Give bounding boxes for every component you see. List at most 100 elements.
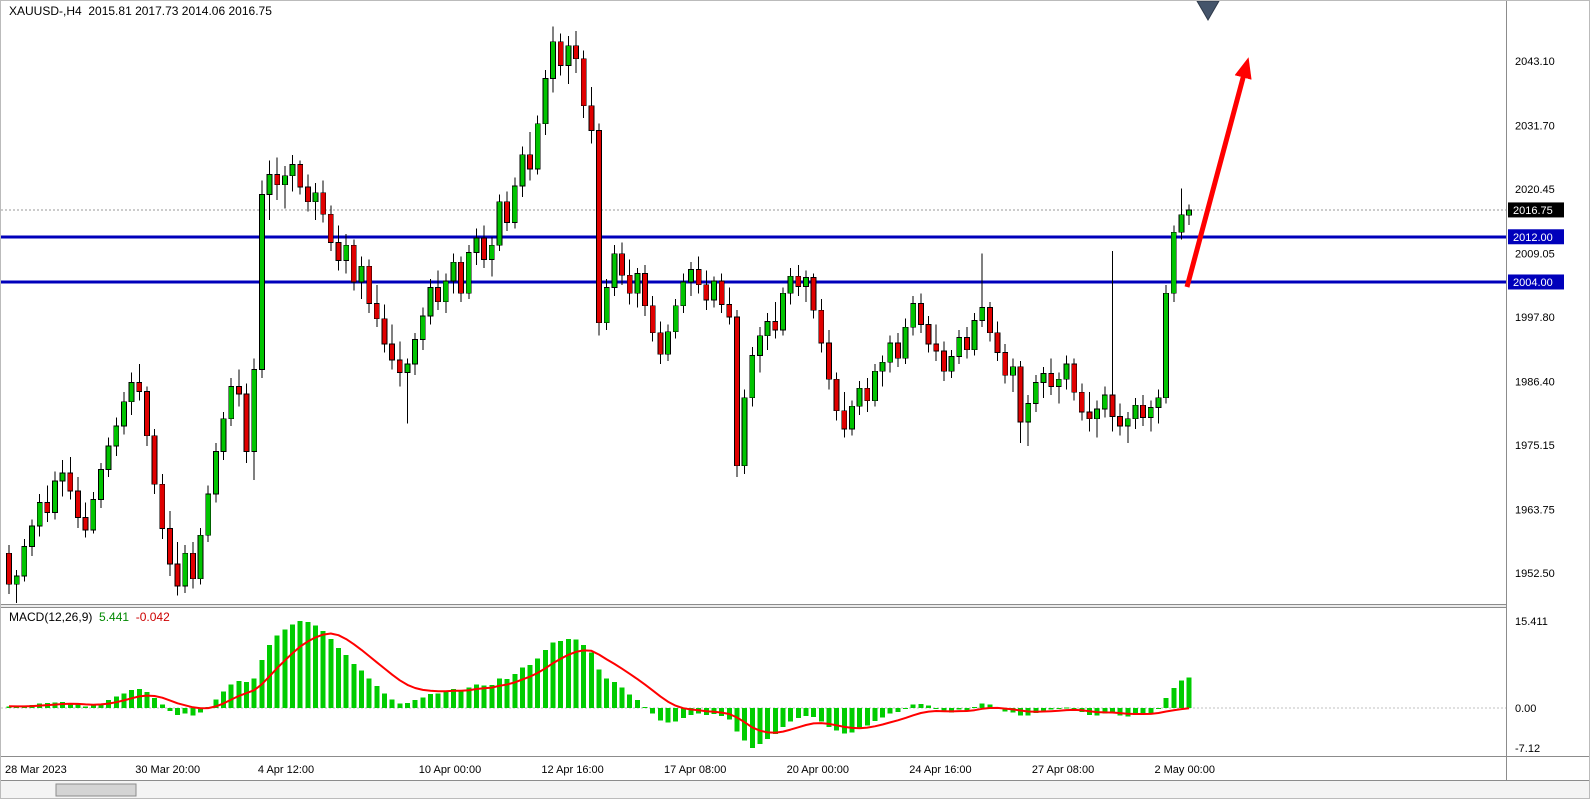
- macd-histogram-bar: [473, 684, 479, 708]
- macd-histogram-bar: [397, 703, 403, 708]
- candle-body: [136, 382, 143, 393]
- macd-histogram-bar: [290, 624, 296, 708]
- macd-histogram-bar: [1125, 708, 1131, 717]
- macd-histogram-bar: [159, 704, 165, 708]
- candle-body: [496, 201, 503, 246]
- candle-body: [718, 280, 725, 305]
- date-tick-label: 28 Mar 2023: [5, 764, 67, 776]
- price-axis[interactable]: 2043.10 2031.70 2020.45 2009.05 1997.80 1986.…: [1506, 1, 1590, 780]
- candle-body: [220, 418, 227, 452]
- candle-body: [312, 192, 319, 203]
- macd-indicator-label: MACD(12,26,9) 5.441 -0.042: [9, 610, 170, 624]
- candle-body: [105, 445, 112, 471]
- date-tick-label: 12 Apr 16:00: [541, 764, 603, 776]
- macd-signal-line: [8, 632, 1190, 734]
- candle-body: [810, 277, 817, 311]
- candle-body: [542, 78, 549, 125]
- candle-body: [266, 174, 273, 195]
- candle-body: [274, 174, 281, 186]
- candle-body: [940, 350, 947, 372]
- date-tick-label: 27 Apr 08:00: [1032, 764, 1094, 776]
- macd-histogram-bar: [198, 708, 204, 713]
- macd-histogram-bar: [926, 705, 932, 708]
- candle-body: [67, 472, 74, 492]
- candle-body: [174, 563, 181, 587]
- macd-histogram-bar: [297, 621, 303, 708]
- candle-body: [550, 41, 556, 79]
- macd-histogram-bar: [596, 669, 602, 708]
- candle-body: [1048, 373, 1055, 387]
- candle-body: [205, 493, 212, 536]
- macd-histogram-bar: [1132, 708, 1138, 715]
- macd-histogram-bar: [67, 702, 73, 708]
- date-axis[interactable]: 28 Mar 2023 30 Mar 20:00 4 Apr 12:00 10 Apr…: [5, 764, 1215, 776]
- candle-body: [1117, 416, 1124, 427]
- candle-body: [741, 397, 748, 467]
- macd-histogram-bar: [512, 674, 518, 708]
- candle-body: [98, 469, 104, 500]
- price-panel[interactable]: [1, 26, 1506, 603]
- candle-body: [182, 552, 189, 587]
- macd-histogram-bar: [573, 639, 579, 708]
- macd-histogram-bar: [956, 708, 962, 710]
- macd-name: MACD(12,26,9): [9, 610, 93, 624]
- symbol-ohlc-title: XAUUSD-,H4 2015.81 2017.73 2014.06 2016.…: [9, 4, 272, 18]
- candle-body: [1163, 292, 1170, 399]
- trend-arrow[interactable]: [1184, 57, 1252, 288]
- candle-body: [649, 305, 656, 334]
- level-price-tag-box: [1508, 274, 1564, 290]
- macd-histogram-bar: [665, 708, 671, 723]
- level-price-tag-box: [1508, 229, 1564, 245]
- macd-histogram-bar: [972, 706, 978, 708]
- macd-histogram-bar: [604, 678, 610, 708]
- date-tick-label: 17 Apr 08:00: [664, 764, 726, 776]
- candle-body: [849, 405, 855, 430]
- candle-body: [1009, 366, 1016, 376]
- macd-histogram-bar: [987, 704, 993, 708]
- candle-body: [358, 265, 365, 283]
- panel-splitter[interactable]: [1, 604, 1590, 608]
- candle-body: [473, 237, 480, 253]
- macd-histogram-bar: [167, 708, 173, 711]
- macd-histogram-bar: [1117, 708, 1123, 716]
- macd-histogram-bar: [1056, 708, 1062, 710]
- candle-body: [864, 387, 871, 402]
- candle-body: [435, 287, 442, 303]
- candle-body: [1155, 397, 1162, 408]
- candle-body: [151, 435, 158, 485]
- macd-histogram-bar: [443, 691, 449, 708]
- macd-histogram-bar: [795, 708, 801, 719]
- macd-histogram-bar: [320, 631, 326, 708]
- macd-panel[interactable]: [1, 621, 1506, 749]
- candle-body: [856, 387, 863, 407]
- macd-histogram-bar: [765, 708, 771, 740]
- candle-body: [1147, 407, 1154, 419]
- macd-histogram-bar: [918, 704, 924, 708]
- macd-histogram-bar: [83, 706, 89, 708]
- candle-body: [872, 370, 878, 402]
- macd-histogram-bar: [688, 708, 694, 715]
- macd-histogram-bar: [910, 704, 916, 708]
- candle-body: [772, 321, 779, 331]
- candle-body: [419, 315, 426, 341]
- macd-histogram-bar: [136, 688, 142, 708]
- candle-body: [979, 307, 986, 321]
- candle-body: [1086, 411, 1093, 420]
- date-tick-label: 4 Apr 12:00: [258, 764, 314, 776]
- candle-body: [197, 534, 204, 580]
- candle-body: [634, 273, 641, 294]
- candle-body: [44, 501, 51, 513]
- scrollbar-thumb[interactable]: [55, 783, 137, 797]
- price-tick-label: 1963.75: [1515, 504, 1555, 516]
- macd-histogram-bar: [1109, 708, 1115, 714]
- candle-body: [726, 304, 733, 318]
- macd-histogram-bar: [1171, 688, 1177, 708]
- scrollbar-track[interactable]: [1, 781, 1590, 799]
- macd-histogram-bar: [634, 700, 640, 708]
- candle-body: [688, 269, 694, 283]
- price-tick-label: 2031.70: [1515, 120, 1555, 132]
- macd-histogram-bar: [450, 688, 456, 708]
- candle-body: [1101, 394, 1108, 410]
- candle-body: [396, 359, 403, 373]
